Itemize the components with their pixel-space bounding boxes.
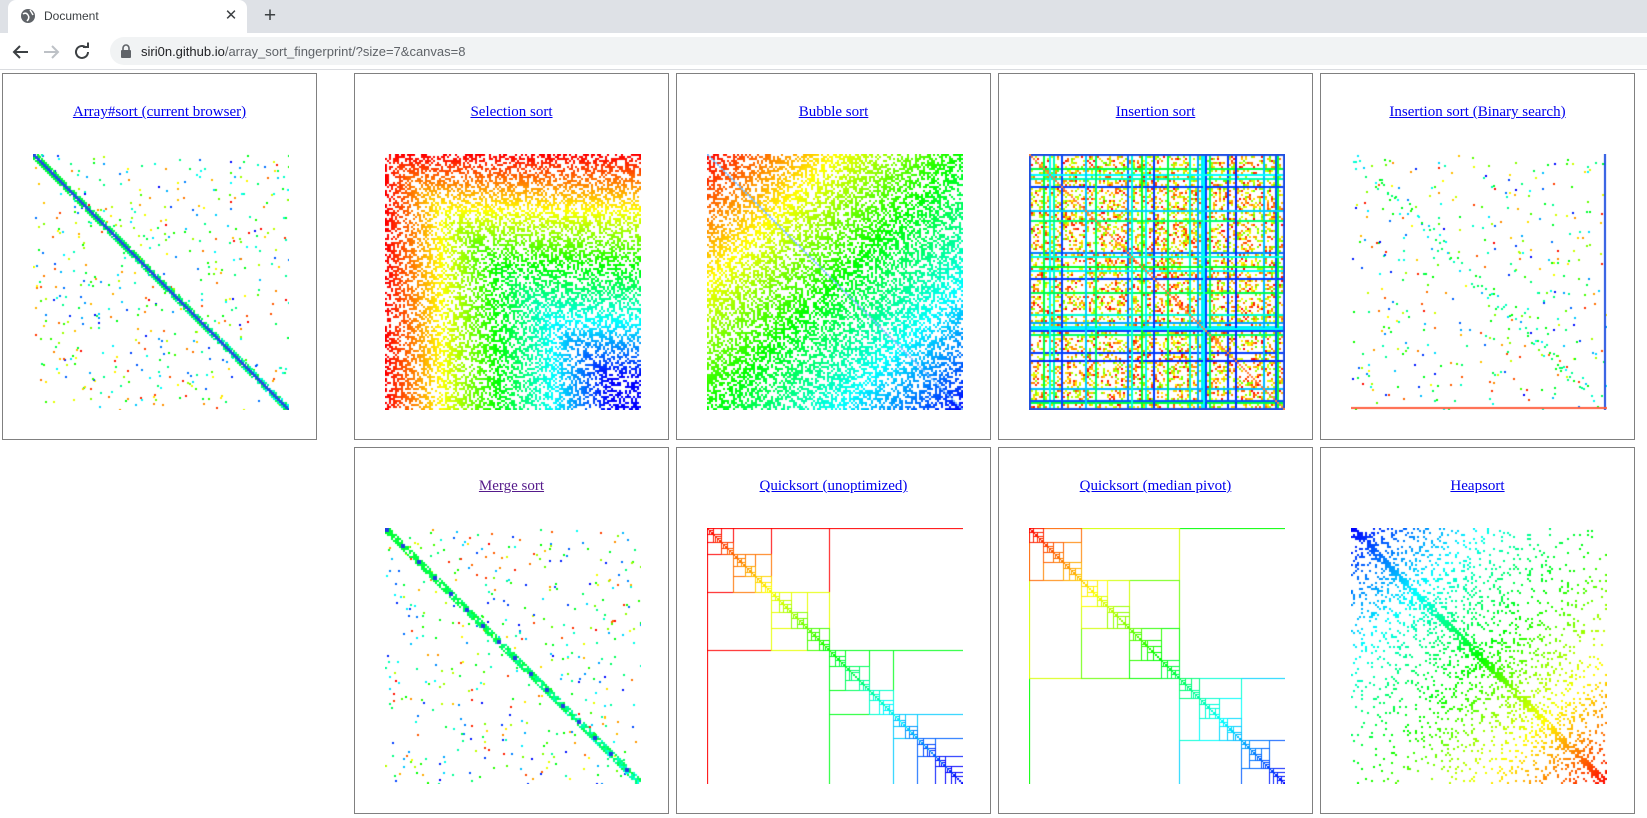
panel-bubble-sort: Bubble sort	[676, 73, 991, 440]
panel-link[interactable]: Heapsort	[1450, 478, 1505, 494]
panel-insertion-sort: Insertion sort	[998, 73, 1313, 440]
panel-binary-insertion-sort: Insertion sort (Binary search)	[1320, 73, 1635, 440]
close-tab-icon[interactable]: ✕	[224, 7, 238, 24]
panel-heapsort: Heapsort	[1320, 447, 1635, 814]
globe-icon	[21, 9, 35, 23]
panel-link[interactable]: Insertion sort (Binary search)	[1389, 104, 1566, 120]
panel-quicksort: Quicksort (unoptimized)	[676, 447, 991, 814]
panel-link[interactable]: Quicksort (median pivot)	[1079, 478, 1232, 494]
panel-link[interactable]: Array#sort (current browser)	[72, 104, 247, 120]
panel-link[interactable]: Selection sort	[470, 104, 553, 120]
panel-quicksort-median: Quicksort (median pivot)	[998, 447, 1313, 814]
fingerprint-canvas	[1351, 528, 1607, 784]
fingerprint-canvas	[385, 528, 641, 784]
panel-link[interactable]: Merge sort	[478, 478, 545, 494]
tab-strip: Document ✕ +	[0, 0, 1647, 33]
fingerprint-canvas	[1029, 154, 1285, 410]
url-path: /array_sort_fingerprint/?size=7&canvas=8	[224, 44, 466, 59]
new-tab-button[interactable]: +	[263, 4, 277, 27]
panel-link[interactable]: Bubble sort	[798, 104, 869, 120]
fingerprint-canvas	[707, 154, 963, 410]
url-host: siri0n.github.io	[141, 44, 225, 59]
panel-link[interactable]: Quicksort (unoptimized)	[759, 478, 908, 494]
panel-merge-sort: Merge sort	[354, 447, 669, 814]
lock-icon[interactable]	[120, 44, 132, 58]
back-arrow-icon[interactable]	[10, 41, 32, 63]
panel-native-sort: Array#sort (current browser)	[2, 73, 317, 440]
reload-icon[interactable]	[71, 41, 93, 63]
address-bar[interactable]	[110, 37, 1647, 65]
fingerprint-canvas	[33, 154, 289, 410]
fingerprint-canvas	[385, 154, 641, 410]
tab-title: Document	[44, 9, 99, 23]
forward-arrow-icon[interactable]	[40, 41, 62, 63]
panel-selection-sort: Selection sort	[354, 73, 669, 440]
fingerprint-canvas	[1029, 528, 1285, 784]
panel-link[interactable]: Insertion sort	[1115, 104, 1196, 120]
fingerprint-canvas	[1351, 154, 1607, 410]
fingerprint-canvas	[707, 528, 963, 784]
url-text[interactable]: siri0n.github.io/array_sort_fingerprint/…	[141, 44, 465, 59]
active-tab[interactable]: Document ✕	[8, 0, 247, 33]
